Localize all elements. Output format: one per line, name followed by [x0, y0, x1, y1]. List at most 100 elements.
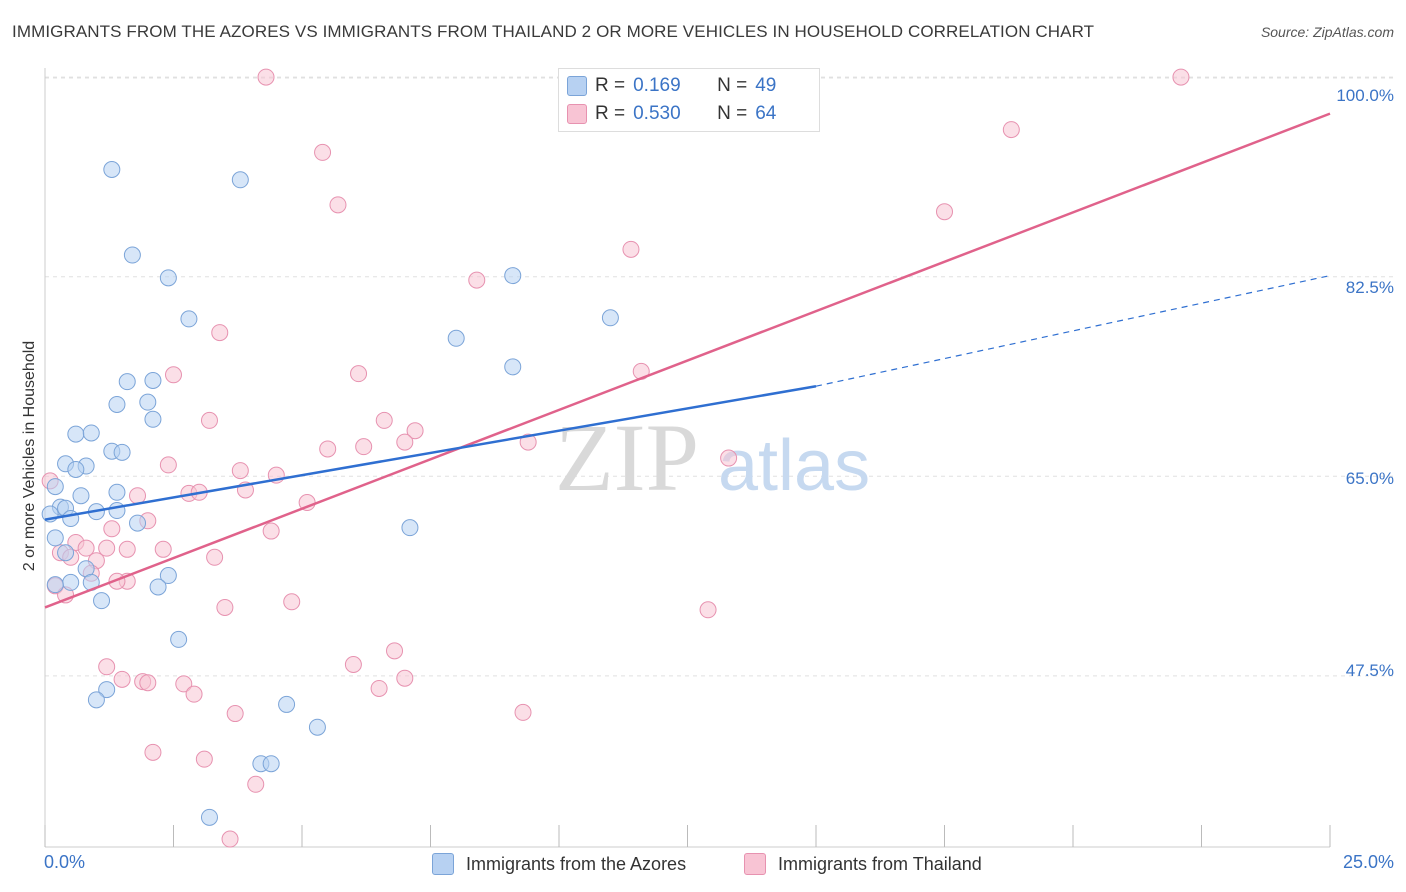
azores-point — [149, 578, 167, 596]
thailand-point — [283, 593, 301, 611]
thailand-point — [175, 675, 193, 693]
azores-point — [46, 529, 64, 547]
y-tick-label-100: 100.0% — [1336, 86, 1394, 105]
legend-row-thailand: R = 0.530 N = 64 — [567, 101, 777, 127]
thailand-point — [699, 601, 717, 619]
azores-point — [108, 502, 126, 520]
source-credit: Source: ZipAtlas.com — [1260, 24, 1394, 40]
azores-trend-projection — [815, 274, 1331, 387]
legend-r-label: R = — [595, 103, 626, 124]
thailand-point — [314, 143, 332, 161]
azores-point — [98, 681, 116, 699]
azores-point — [46, 478, 64, 496]
watermark-atlas: atlas — [718, 426, 870, 506]
thailand-point — [247, 775, 265, 793]
azores-point — [129, 514, 147, 532]
azores-point — [278, 695, 296, 713]
legend-n-label: N = — [717, 103, 748, 124]
thailand-point — [129, 487, 147, 505]
azores-point — [57, 544, 75, 562]
thailand-point — [350, 365, 368, 383]
thailand-point — [185, 685, 203, 703]
azores-point — [144, 410, 162, 428]
series-azores-points — [41, 160, 619, 826]
azores-point — [108, 483, 126, 501]
azores-point — [139, 393, 157, 411]
thailand-point — [200, 411, 218, 429]
azores-point — [103, 160, 121, 178]
watermark: ZIP atlas — [555, 404, 870, 511]
azores-point — [118, 373, 136, 391]
azores-point — [447, 329, 465, 347]
thailand-point — [98, 539, 116, 557]
thailand-point — [118, 540, 136, 558]
azores-point — [62, 573, 80, 591]
legend-row-azores: R = 0.169 N = 49 — [567, 73, 777, 99]
azores-point — [123, 246, 141, 264]
legend-swatch-thailand — [567, 104, 587, 124]
y-tick-label-65: 65.0% — [1345, 469, 1394, 488]
azores-point — [108, 395, 126, 413]
thailand-point — [1002, 121, 1020, 139]
thailand-point — [514, 703, 532, 721]
legend-r-value: 0.169 — [633, 75, 681, 96]
thailand-point — [396, 669, 414, 687]
x-tick-label-min: 0.0% — [44, 852, 86, 872]
thailand-point — [375, 411, 393, 429]
azores-point — [308, 718, 326, 736]
thailand-point — [519, 433, 537, 451]
thailand-point — [226, 705, 244, 723]
thailand-point — [319, 440, 337, 458]
azores-point — [72, 487, 90, 505]
thailand-point — [206, 548, 224, 566]
thailand-point — [77, 539, 95, 557]
azores-point — [144, 372, 162, 390]
thailand-point — [165, 366, 182, 384]
x-tick-label-max: 25.0% — [1342, 852, 1394, 872]
thailand-point — [406, 422, 424, 440]
azores-point — [231, 171, 249, 189]
bottom-legend-thailand: Immigrants from Thailand — [744, 852, 982, 876]
azores-point — [62, 510, 80, 528]
bottom-legend-label-thailand: Immigrants from Thailand — [778, 853, 982, 874]
azores-point — [113, 443, 131, 461]
azores-point — [87, 691, 105, 709]
azores-point — [159, 269, 177, 287]
legend-n-label: N = — [717, 75, 748, 96]
thailand-point — [720, 449, 738, 467]
bottom-legend-label-azores: Immigrants from the Azores — [466, 853, 687, 874]
thailand-point — [257, 68, 275, 86]
y-tick-label-47-5: 47.5% — [1345, 661, 1394, 680]
thailand-trend-line — [44, 112, 1331, 609]
legend-n-value: 49 — [755, 75, 777, 96]
azores-point — [82, 424, 100, 442]
thailand-point — [355, 438, 373, 456]
azores-point — [159, 567, 177, 585]
azores-trend-line — [44, 384, 817, 521]
correlation-legend: R = 0.169 N = 49 R = 0.530 N = 64 — [558, 68, 820, 132]
legend-swatch-azores — [567, 76, 587, 96]
legend-n-value: 64 — [755, 103, 777, 124]
bottom-legend-swatch-azores — [432, 853, 454, 875]
azores-point — [46, 576, 64, 594]
azores-point — [180, 310, 198, 328]
thailand-point — [370, 679, 388, 697]
thailand-point — [386, 642, 404, 660]
thailand-point — [139, 674, 157, 692]
azores-point — [262, 755, 280, 773]
azores-point — [67, 460, 85, 478]
azores-point — [93, 592, 111, 610]
trend-lines — [44, 112, 1331, 609]
azores-point — [170, 630, 188, 648]
thailand-point — [231, 462, 249, 480]
thailand-point — [195, 750, 213, 768]
azores-point — [200, 808, 218, 826]
thailand-point — [329, 196, 347, 214]
thailand-point — [98, 658, 116, 676]
azores-point — [401, 519, 419, 537]
thailand-point — [221, 830, 239, 848]
thailand-point — [211, 324, 229, 342]
azores-point — [601, 309, 619, 327]
watermark-zip: ZIP — [555, 404, 699, 511]
